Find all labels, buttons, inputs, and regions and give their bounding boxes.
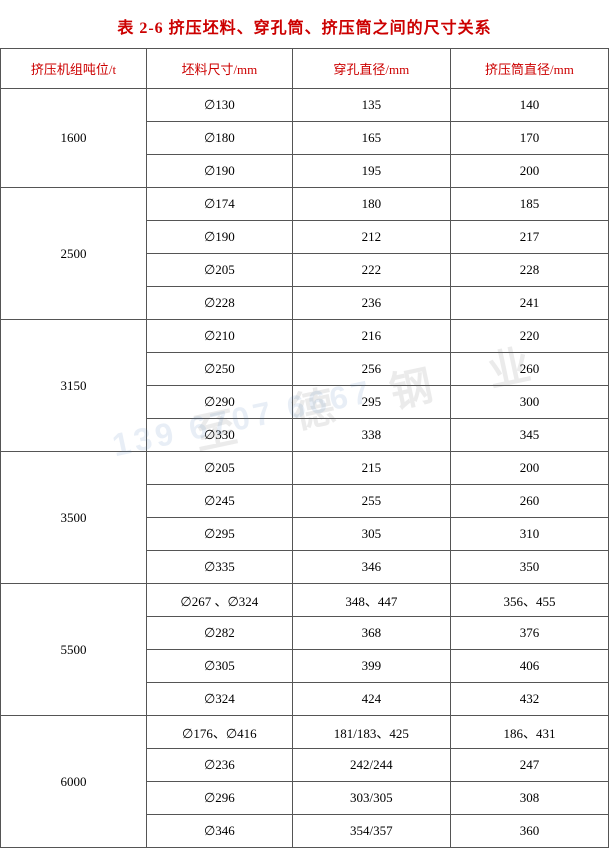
- data-cell: 180: [292, 188, 450, 221]
- data-cell: ∅346: [146, 815, 292, 848]
- data-cell: 432: [450, 683, 608, 716]
- data-cell: 222: [292, 254, 450, 287]
- data-cell: 195: [292, 155, 450, 188]
- data-cell: ∅190: [146, 155, 292, 188]
- data-cell: 300: [450, 386, 608, 419]
- data-cell: 260: [450, 353, 608, 386]
- data-cell: ∅295: [146, 518, 292, 551]
- data-cell: 135: [292, 89, 450, 122]
- tonnage-cell: 1600: [1, 89, 147, 188]
- table-row: 1600∅130135140: [1, 89, 609, 122]
- table-row: 5500∅267 、∅324348、447356、455: [1, 584, 609, 617]
- data-cell: ∅324: [146, 683, 292, 716]
- data-cell: ∅330: [146, 419, 292, 452]
- data-cell: 220: [450, 320, 608, 353]
- table-row: 6000∅176、∅416181/183、425186、431: [1, 716, 609, 749]
- data-cell: 185: [450, 188, 608, 221]
- data-cell: 310: [450, 518, 608, 551]
- data-cell: 303/305: [292, 782, 450, 815]
- data-cell: 354/357: [292, 815, 450, 848]
- data-cell: ∅190: [146, 221, 292, 254]
- tonnage-cell: 6000: [1, 716, 147, 848]
- col-header-container: 挤压筒直径/mm: [450, 49, 608, 89]
- data-cell: 346: [292, 551, 450, 584]
- data-cell: 345: [450, 419, 608, 452]
- data-cell: 338: [292, 419, 450, 452]
- data-cell: ∅296: [146, 782, 292, 815]
- data-cell: 360: [450, 815, 608, 848]
- data-cell: ∅180: [146, 122, 292, 155]
- data-cell: 165: [292, 122, 450, 155]
- data-cell: ∅290: [146, 386, 292, 419]
- data-cell: 424: [292, 683, 450, 716]
- data-cell: 305: [292, 518, 450, 551]
- data-cell: 376: [450, 617, 608, 650]
- data-cell: ∅205: [146, 254, 292, 287]
- data-cell: ∅228: [146, 287, 292, 320]
- tonnage-cell: 5500: [1, 584, 147, 716]
- data-cell: ∅305: [146, 650, 292, 683]
- data-cell: 255: [292, 485, 450, 518]
- data-cell: 260: [450, 485, 608, 518]
- header-row: 挤压机组吨位/t 坯料尺寸/mm 穿孔直径/mm 挤压筒直径/mm: [1, 49, 609, 89]
- col-header-billet: 坯料尺寸/mm: [146, 49, 292, 89]
- data-cell: ∅174: [146, 188, 292, 221]
- data-cell: 406: [450, 650, 608, 683]
- data-cell: 247: [450, 749, 608, 782]
- table-row: 3150∅210216220: [1, 320, 609, 353]
- data-cell: 295: [292, 386, 450, 419]
- tonnage-cell: 3150: [1, 320, 147, 452]
- data-cell: 212: [292, 221, 450, 254]
- data-cell: ∅130: [146, 89, 292, 122]
- dimensions-table: 挤压机组吨位/t 坯料尺寸/mm 穿孔直径/mm 挤压筒直径/mm 1600∅1…: [0, 48, 609, 848]
- data-cell: ∅245: [146, 485, 292, 518]
- data-cell: ∅205: [146, 452, 292, 485]
- data-cell: 399: [292, 650, 450, 683]
- tonnage-cell: 3500: [1, 452, 147, 584]
- data-cell: 228: [450, 254, 608, 287]
- data-cell: ∅282: [146, 617, 292, 650]
- data-cell: 308: [450, 782, 608, 815]
- data-cell: ∅236: [146, 749, 292, 782]
- data-cell: ∅335: [146, 551, 292, 584]
- tonnage-cell: 2500: [1, 188, 147, 320]
- data-cell: 348、447: [292, 584, 450, 617]
- data-cell: 215: [292, 452, 450, 485]
- data-cell: 356、455: [450, 584, 608, 617]
- data-cell: 256: [292, 353, 450, 386]
- data-cell: 368: [292, 617, 450, 650]
- data-cell: 200: [450, 155, 608, 188]
- data-cell: 350: [450, 551, 608, 584]
- data-cell: ∅176、∅416: [146, 716, 292, 749]
- table-title: 表 2-6 挤压坯料、穿孔筒、挤压筒之间的尺寸关系: [0, 0, 609, 48]
- table-body: 1600∅130135140∅180165170∅1901952002500∅1…: [1, 89, 609, 848]
- col-header-piercing: 穿孔直径/mm: [292, 49, 450, 89]
- data-cell: 170: [450, 122, 608, 155]
- data-cell: 216: [292, 320, 450, 353]
- data-cell: 217: [450, 221, 608, 254]
- data-cell: ∅210: [146, 320, 292, 353]
- data-cell: ∅267 、∅324: [146, 584, 292, 617]
- data-cell: 236: [292, 287, 450, 320]
- data-cell: 181/183、425: [292, 716, 450, 749]
- table-row: 2500∅174180185: [1, 188, 609, 221]
- data-cell: 140: [450, 89, 608, 122]
- col-header-tonnage: 挤压机组吨位/t: [1, 49, 147, 89]
- data-cell: 200: [450, 452, 608, 485]
- data-cell: 241: [450, 287, 608, 320]
- data-cell: ∅250: [146, 353, 292, 386]
- data-cell: 186、431: [450, 716, 608, 749]
- data-cell: 242/244: [292, 749, 450, 782]
- table-row: 3500∅205215200: [1, 452, 609, 485]
